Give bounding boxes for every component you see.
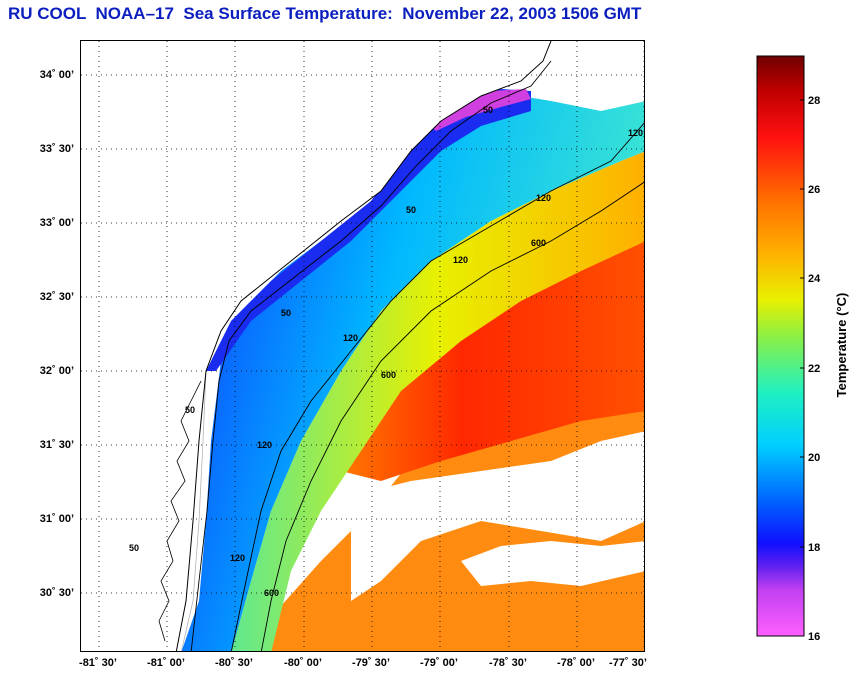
contour-600m xyxy=(260,181,644,651)
swath-edge xyxy=(181,370,207,651)
lat-tick-label: 31˚ 30’ xyxy=(40,439,74,451)
cloud-patch xyxy=(461,541,644,586)
contour-label: 120 xyxy=(628,128,643,138)
colorbar-tick-label: 22 xyxy=(808,363,820,375)
lat-tick-label: 32˚ 00’ xyxy=(40,365,74,377)
lon-tick-label: -79˚ 30’ xyxy=(352,657,390,669)
lon-tick-label: -80˚ 30’ xyxy=(215,657,253,669)
contour-label: 120 xyxy=(257,440,272,450)
sst-map: 50 120 600 50 120 600 50 120 120 50 120 … xyxy=(80,40,645,652)
colorbar-tick-label: 16 xyxy=(808,631,820,643)
map-grid xyxy=(81,41,644,651)
coastline xyxy=(158,380,202,642)
contour-label: 600 xyxy=(531,238,546,248)
lat-tick-label: 33˚ 00’ xyxy=(40,217,74,229)
mid-shelf-band xyxy=(231,151,644,651)
land-area xyxy=(81,41,111,651)
contour-50m xyxy=(190,60,552,651)
lon-tick-label: -81˚ 30’ xyxy=(79,657,117,669)
coastline xyxy=(175,41,552,651)
lon-tick-label: -77˚ 30’ xyxy=(609,657,647,669)
lon-tick-label: -79˚ 00’ xyxy=(420,657,458,669)
colorbar-tick-label: 26 xyxy=(808,184,820,196)
contour-label: 120 xyxy=(536,193,551,203)
colorbar-tick-label: 28 xyxy=(808,95,820,107)
contour-label: 600 xyxy=(381,370,396,380)
sst-map-canvas: 50 120 600 50 120 600 50 120 120 50 120 … xyxy=(81,41,644,651)
contour-label: 120 xyxy=(230,553,245,563)
lat-tick-label: 34˚ 00’ xyxy=(40,69,74,81)
lon-tick-label: -78˚ 00’ xyxy=(557,657,595,669)
lat-tick-label: 33˚ 30’ xyxy=(40,143,74,155)
colorbar-tick-label: 18 xyxy=(808,542,820,554)
page-title: RU COOL NOAA–17 Sea Surface Temperature:… xyxy=(8,4,642,23)
colorbar-ramp xyxy=(756,55,805,637)
contour-label: 120 xyxy=(343,333,358,343)
colorbar-ticks xyxy=(800,99,804,548)
lat-tick-label: 30˚ 30’ xyxy=(40,587,74,599)
nearshore-band xyxy=(206,89,531,371)
lon-tick-label: -81˚ 00’ xyxy=(147,657,185,669)
contour-label: 50 xyxy=(406,205,416,215)
contour-label: 50 xyxy=(129,543,139,553)
lat-tick-label: 31˚ 00’ xyxy=(40,513,74,525)
contour-label: 120 xyxy=(453,255,468,265)
land-area xyxy=(81,41,551,651)
lat-tick-label: 32˚ 30’ xyxy=(40,291,74,303)
contour-label: 50 xyxy=(483,105,493,115)
cloud-patch xyxy=(351,431,644,601)
colorbar-title: Temperature (°C) xyxy=(834,293,849,398)
contour-label: 50 xyxy=(185,405,195,415)
lon-tick-label: -80˚ 00’ xyxy=(284,657,322,669)
gulf-stream-core xyxy=(341,231,644,481)
inner-shelf-band xyxy=(181,96,644,651)
cold-water-patch xyxy=(426,89,531,131)
lon-tick-label: -78˚ 30’ xyxy=(489,657,527,669)
contour-label: 50 xyxy=(281,308,291,318)
colorbar-tick-label: 24 xyxy=(808,273,821,285)
colorbar-tick-label: 20 xyxy=(808,452,820,464)
contour-120m xyxy=(230,122,644,651)
